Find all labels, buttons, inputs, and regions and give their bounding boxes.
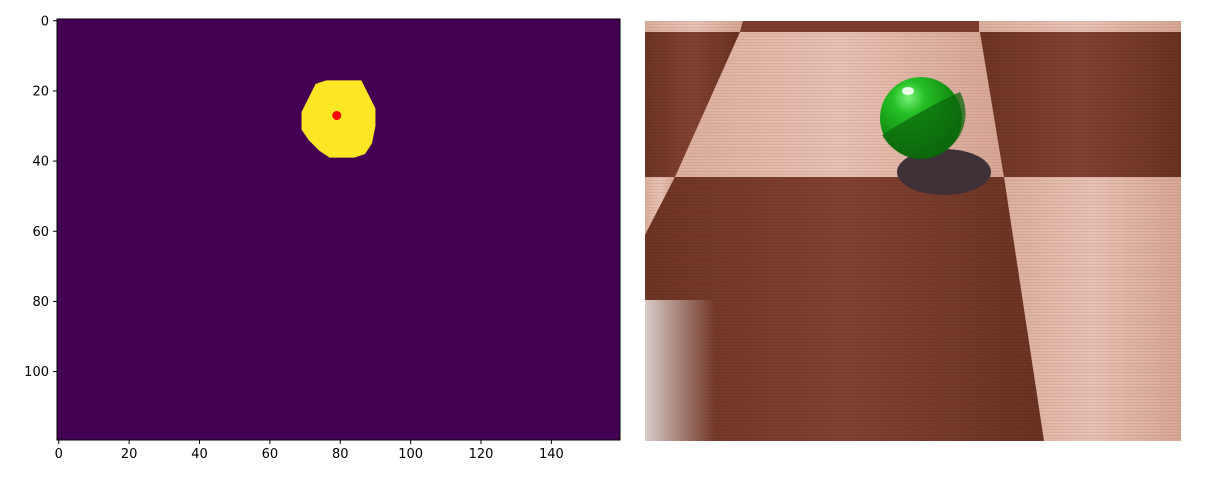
ball-highlight (902, 87, 914, 95)
camera-image-panel (645, 21, 1181, 441)
ball-shaded-half (882, 92, 966, 159)
x-tick-label: 40 (191, 447, 208, 462)
x-tick-label: 20 (121, 447, 138, 462)
y-tick-label: 60 (32, 225, 49, 240)
centroid-marker (332, 110, 342, 120)
y-tick-label: 0 (41, 14, 49, 29)
mask-heatmap-panel: 0 20 40 60 80 100 120 140 0 20 40 60 80 100 (24, 14, 621, 462)
axes-frame (56, 18, 621, 441)
y-tick-label: 100 (24, 365, 49, 380)
y-axis: 0 20 40 60 80 100 (24, 14, 57, 380)
x-tick-label: 140 (539, 447, 564, 462)
y-tick-label: 20 (32, 84, 49, 99)
x-tick-label: 100 (398, 447, 423, 462)
x-tick-label: 80 (332, 447, 349, 462)
x-tick-label: 60 (262, 447, 279, 462)
floor-glare (645, 300, 715, 441)
x-tick-label: 120 (469, 447, 494, 462)
y-tick-label: 40 (32, 155, 49, 170)
x-axis: 0 20 40 60 80 100 120 140 (55, 440, 564, 462)
x-tick-label: 0 (55, 447, 63, 462)
ball-shadow (897, 149, 991, 195)
y-tick-label: 80 (32, 295, 49, 310)
